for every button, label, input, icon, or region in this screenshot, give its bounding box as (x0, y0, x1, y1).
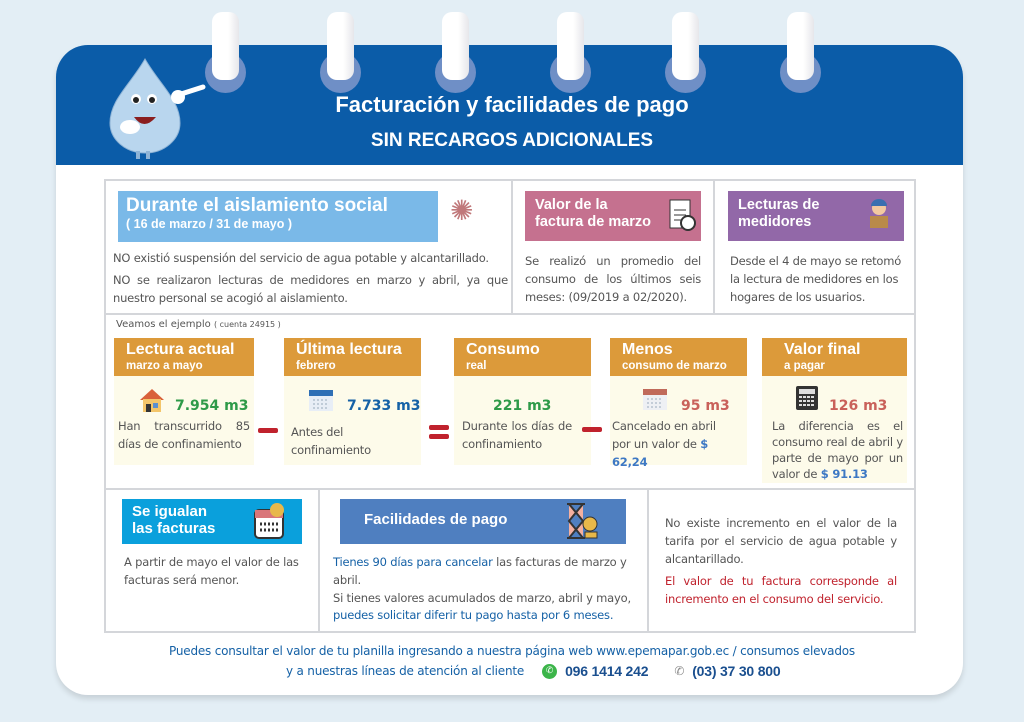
aislamiento-title: Durante el aislamiento social (126, 195, 388, 216)
card-subtitle: real (466, 360, 487, 372)
ejemplo-cuenta: ( cuenta 24915 ) (213, 320, 281, 329)
ring-icon (665, 12, 706, 93)
example-card-bg (762, 376, 907, 483)
facilidades-title: Facilidades de pago (364, 511, 508, 528)
calculator-icon (796, 386, 818, 410)
minus-icon (582, 427, 602, 432)
card-amount: $ 62,24 (612, 436, 709, 469)
facilidades-header: Facilidades de pago (340, 499, 626, 544)
page-title: Facturación y facilidades de pago (335, 92, 689, 117)
ring-icon (435, 12, 476, 93)
example-card-header: Lectura actual marzo a mayo (114, 338, 254, 376)
aislamiento-header: Durante el aislamiento social ( 16 de ma… (118, 191, 438, 242)
tarifa-red-text: El valor de tu factura corresponde al in… (665, 574, 897, 606)
card-subtitle: a pagar (784, 360, 825, 372)
card-title: Menos (622, 341, 673, 358)
lecturas-title-2: medidores (738, 213, 812, 230)
example-card-header: Menos consumo de marzo (610, 338, 747, 376)
factura-marzo-title-2: factura de marzo (535, 213, 652, 230)
whatsapp-icon: ✆ (542, 663, 558, 679)
house-icon (140, 389, 164, 412)
card-value: 126 m3 (829, 398, 888, 414)
calendar-icon (643, 389, 667, 410)
card-title: Valor final (784, 341, 861, 358)
example-card-bg (284, 376, 421, 465)
card-text: La diferencia es el consumo real de abri… (772, 418, 903, 482)
card-value: 95 m3 (681, 398, 730, 414)
factura-marzo-title-1: Valor de la (535, 197, 608, 213)
equals-icon-top (429, 425, 449, 430)
card-subtitle: marzo a mayo (126, 360, 203, 372)
card-title: Lectura actual (126, 341, 235, 358)
card-value: 221 m3 (493, 398, 552, 414)
card-amount: $ 91.13 (820, 467, 868, 482)
calendar-icon (309, 390, 333, 411)
card-text: Antes del confinamiento (291, 425, 371, 457)
tarifa-text: No existe incremento en el valor de la t… (665, 516, 897, 566)
footer-contact-label: y a nuestras líneas de atención al clien… (286, 664, 525, 678)
divider (713, 179, 715, 313)
factura-marzo-text: Se realizó un promedio del consumo de lo… (525, 254, 701, 304)
water-drop-mascot-icon (109, 58, 206, 159)
ring-icon (780, 12, 821, 93)
card-title: Consumo (466, 341, 540, 358)
info-grid (104, 179, 916, 633)
aislamiento-text-2: NO se realizaron lecturas de medidores e… (113, 273, 508, 305)
lecturas-text: Desde el 4 de mayo se retomó la lectura … (730, 254, 902, 304)
phone-number[interactable]: (03) 37 30 800 (692, 663, 781, 679)
card-value: 7.954 m3 (175, 398, 249, 414)
facilidades-highlight-1: Tienes 90 días para cancelar (333, 555, 493, 569)
ejemplo-label: Veamos el ejemplo ( cuenta 24915 ) (116, 319, 281, 330)
footer-line-2: y a nuestras líneas de atención al clien… (286, 663, 781, 679)
facilidades-text-2: Si tienes valores acumulados de marzo, a… (333, 590, 631, 605)
card-subtitle: febrero (296, 360, 336, 372)
card-title: Última lectura (296, 341, 402, 358)
aislamiento-dates: ( 16 de marzo / 31 de mayo ) (126, 216, 293, 231)
card-text-2: por un valor de (612, 436, 697, 451)
card-subtitle: consumo de marzo (622, 360, 727, 372)
calendar-icon (254, 503, 284, 539)
divider (104, 488, 916, 490)
facilidades-highlight-2: puedes solicitar diferir tu pago hasta p… (333, 608, 614, 623)
example-card-header: Última lectura febrero (284, 338, 421, 376)
example-card-bg (454, 376, 591, 465)
ring-icon (550, 12, 591, 93)
footer-line-1: Puedes consultar el valor de tu planilla… (169, 644, 855, 658)
equals-icon-bottom (429, 434, 449, 439)
card-text: Han transcurrido 85 días de confinamient… (118, 419, 250, 451)
facilidades-text: Tienes 90 días para cancelar las factura… (333, 554, 633, 625)
example-card-bg (114, 376, 254, 465)
ejemplo-label-text: Veamos el ejemplo (116, 319, 211, 330)
igualan-title-1: Se igualan (132, 503, 208, 520)
invoice-icon (669, 199, 696, 231)
aislamiento-text-1: NO existió suspensión del servicio de ag… (113, 251, 489, 265)
card-text-1: Cancelado en abril (612, 419, 716, 433)
phone-icon: ✆ (674, 664, 685, 678)
card-text-1: La diferencia es el consumo real de abri… (772, 419, 903, 482)
card-text: Cancelado en abril por un valor de $ 62,2… (612, 418, 747, 471)
divider (511, 179, 513, 313)
card-value: 7.733 m3 (347, 398, 421, 414)
example-card-header: Valor final a pagar (762, 338, 907, 376)
igualan-title-2: las facturas (132, 520, 216, 538)
page-subtitle: SIN RECARGOS ADICIONALES (370, 130, 654, 151)
divider (318, 488, 320, 633)
card-text: Durante los días de confinamiento (462, 419, 572, 451)
divider (647, 488, 649, 633)
whatsapp-number[interactable]: 096 1414 242 (565, 663, 649, 679)
divider (104, 313, 916, 315)
ring-icon (320, 12, 361, 93)
minus-icon (258, 428, 278, 433)
virus-icon: ✺ (450, 195, 474, 226)
hourglass-money-icon (567, 503, 598, 539)
example-card-header: Consumo real (454, 338, 591, 376)
example-card-bg (610, 376, 747, 465)
worker-icon (870, 199, 888, 228)
lecturas-title-1: Lecturas de (738, 197, 820, 213)
facilidades-text-1: las facturas de marzo y abril. (333, 555, 627, 587)
igualan-text: A partir de mayo el valor de las factura… (124, 555, 299, 587)
ring-icon (205, 12, 246, 93)
